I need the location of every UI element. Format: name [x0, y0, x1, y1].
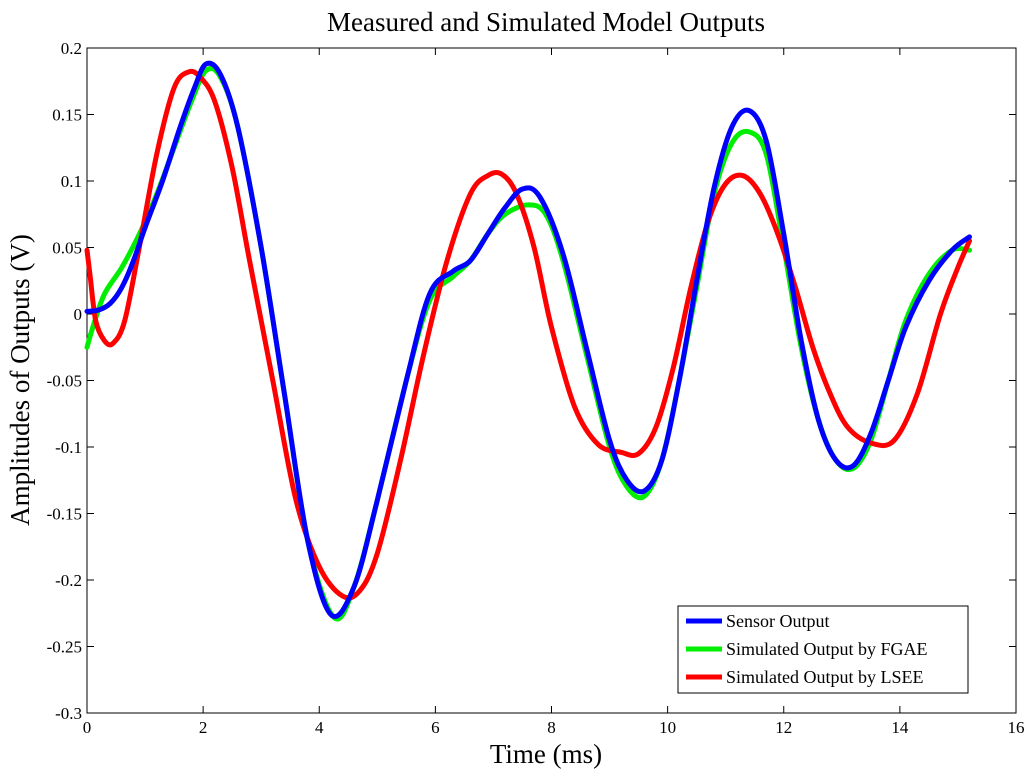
x-tick-label: 8: [547, 718, 556, 737]
series-line-sensor-output: [84, 60, 972, 619]
x-tick-label: 10: [659, 718, 676, 737]
chart-title: Measured and Simulated Model Outputs: [327, 7, 765, 37]
y-tick-label: -0.1: [55, 438, 82, 457]
y-tick-label: 0: [74, 305, 83, 324]
y-tick-label: -0.3: [55, 704, 82, 723]
y-tick-label: 0.2: [61, 39, 82, 58]
legend-label-sensor-output: Sensor Output: [726, 611, 830, 631]
series-line-simulated-output-by-lsee: [84, 68, 972, 601]
y-tick-label: -0.15: [47, 505, 82, 524]
legend-label-lsee: Simulated Output by LSEE: [726, 667, 924, 687]
axis-ticks: 0 2 4 6 8 10 12 14 16 -0.3 -0.25 -0.2 -0.15 -0.1 -0.05…: [47, 39, 1024, 737]
x-tick-label: 0: [83, 718, 92, 737]
plot-area: 0 2 4 6 8 10 12 14 16 -0.3 -0.25 -0.2 -0.15 -0.1 -0.05…: [47, 39, 1024, 737]
y-tick-label: 0.15: [52, 106, 82, 125]
y-tick-label: -0.2: [55, 571, 82, 590]
x-tick-label: 4: [315, 718, 324, 737]
x-tick-label: 2: [199, 718, 208, 737]
x-tick-label: 14: [891, 718, 909, 737]
legend-label-fgae: Simulated Output by FGAE: [726, 639, 928, 659]
x-axis-label: Time (ms): [490, 739, 602, 769]
y-tick-label: 0.1: [61, 172, 82, 191]
y-tick-label: -0.25: [47, 638, 82, 657]
legend-box: [677, 605, 969, 694]
y-tick-label: 0.05: [52, 239, 82, 258]
x-tick-label: 12: [775, 718, 792, 737]
x-tick-label: 6: [431, 718, 440, 737]
x-tick-label: 16: [1008, 718, 1024, 737]
series-layer: [84, 60, 972, 622]
y-tick-label: -0.05: [47, 372, 82, 391]
legend: Sensor Output Simulated Output by FGAE S…: [677, 605, 969, 694]
y-axis-label: Amplitudes of Outputs (V): [5, 234, 35, 526]
